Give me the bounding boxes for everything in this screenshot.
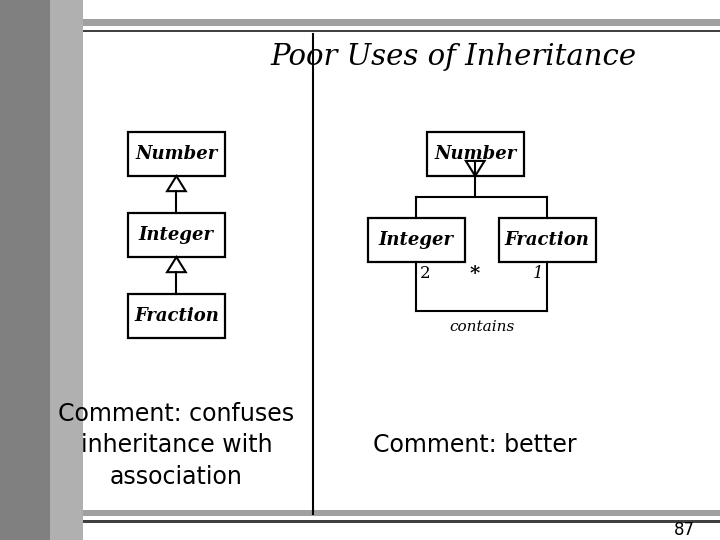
Bar [0,0,83,540]
Bar [128,213,225,257]
Bar [367,218,465,262]
Bar [50,0,83,540]
Text: 87: 87 [673,521,695,539]
Bar [498,218,596,262]
Text: Comment: better: Comment: better [374,434,577,457]
Bar [426,132,524,176]
Bar [128,132,225,176]
Bar [83,510,720,516]
Bar [128,294,225,338]
Text: Poor Uses of Inheritance: Poor Uses of Inheritance [271,43,636,71]
Text: Integer: Integer [139,226,214,244]
Bar [83,19,720,26]
Text: Number: Number [434,145,516,163]
Text: 2: 2 [420,265,431,282]
Text: Comment: confuses
inheritance with
association: Comment: confuses inheritance with assoc… [58,402,294,489]
Text: Fraction: Fraction [134,307,219,325]
Text: *: * [469,265,480,283]
Text: Number: Number [135,145,217,163]
Text: contains: contains [449,320,514,334]
Bar [83,520,720,523]
Text: Fraction: Fraction [505,231,590,249]
Bar [83,30,720,32]
Text: 1: 1 [533,265,544,282]
Text: Integer: Integer [379,231,454,249]
